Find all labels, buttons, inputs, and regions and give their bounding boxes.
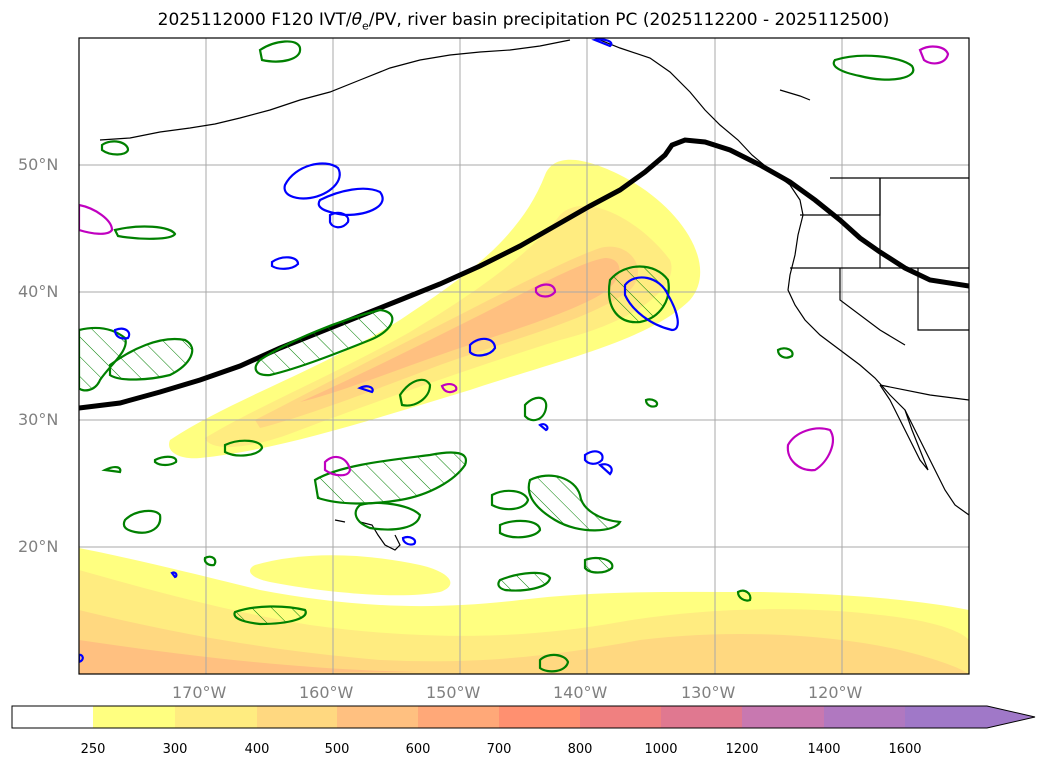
colorbar-label: 300 — [162, 742, 188, 757]
lat-label-30: 30°N — [18, 410, 59, 429]
colorbar-label: 600 — [405, 742, 431, 757]
colorbar-label: 1200 — [725, 742, 759, 757]
lon-label-140w: 140°W — [553, 683, 608, 702]
lon-label-160w: 160°W — [299, 683, 354, 702]
colorbar-label: 400 — [244, 742, 270, 757]
colorbar-label: 250 — [80, 742, 106, 757]
lon-label-120w: 120°W — [808, 683, 863, 702]
pv-contours — [79, 38, 679, 664]
colorbar-label: 1600 — [888, 742, 922, 757]
colorbar-label: 1000 — [644, 742, 678, 757]
coastlines — [99, 38, 969, 551]
colorbar-label: 500 — [324, 742, 350, 757]
colorbar-label: 1400 — [807, 742, 841, 757]
colorbar-label: 700 — [486, 742, 512, 757]
lon-label-170w: 170°W — [172, 683, 227, 702]
colorbar-label: 800 — [567, 742, 593, 757]
lat-label-40: 40°N — [18, 282, 59, 301]
colorbar — [11, 705, 1036, 729]
map-title: 2025112000 F120 IVT/θe/PV, river basin p… — [157, 10, 890, 33]
map-frame — [78, 37, 970, 675]
lon-label-130w: 130°W — [681, 683, 736, 702]
precip-contours — [79, 40, 915, 673]
lat-label-50: 50°N — [18, 155, 59, 174]
lat-label-20: 20°N — [18, 537, 59, 556]
magenta-contours — [79, 45, 950, 477]
lon-label-150w: 150°W — [426, 683, 481, 702]
